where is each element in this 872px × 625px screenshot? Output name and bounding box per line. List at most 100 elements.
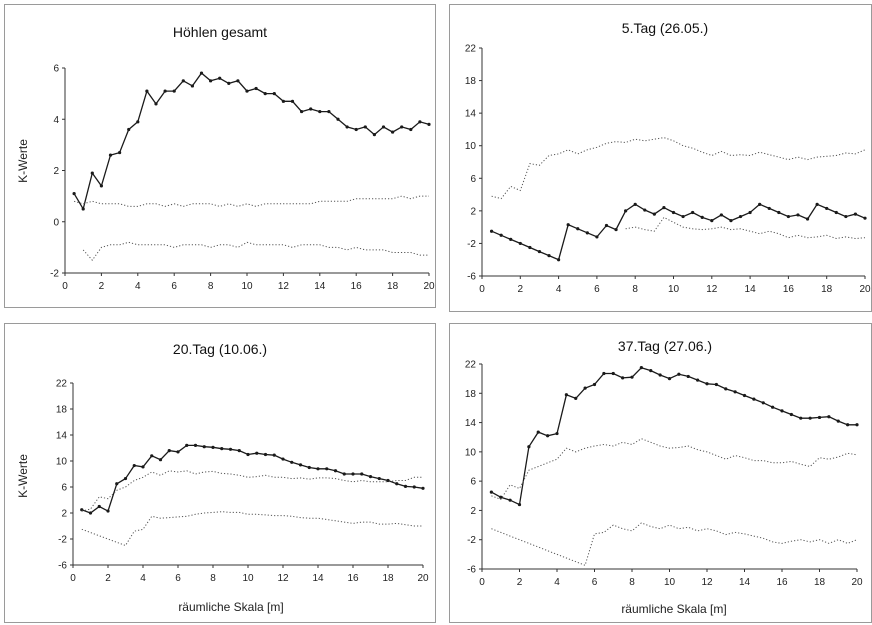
data-point — [836, 419, 840, 423]
chart-panel-tag-20: 20.Tag (10.06.) K-Werte räumliche Skala … — [4, 323, 436, 623]
x-tick-label: 18 — [387, 281, 399, 292]
data-point — [604, 223, 609, 228]
y-tick-label: 14 — [465, 109, 477, 120]
data-point — [564, 393, 568, 397]
data-point — [290, 99, 295, 103]
data-point — [409, 127, 413, 132]
data-point — [290, 460, 294, 464]
y-tick-label: 18 — [465, 76, 477, 87]
data-point — [714, 382, 718, 387]
x-tick-label: 10 — [241, 281, 253, 292]
data-point — [360, 472, 364, 476]
data-point — [88, 511, 93, 515]
data-point — [630, 375, 634, 379]
x-tick-label: 0 — [62, 281, 68, 292]
y-tick-label: -6 — [467, 565, 476, 576]
data-point — [767, 206, 771, 211]
data-point — [681, 214, 685, 219]
x-tick-label: 14 — [739, 577, 751, 588]
x-tick-label: 2 — [518, 284, 524, 295]
data-point — [742, 393, 747, 398]
data-point — [318, 109, 322, 114]
y-tick-label: 14 — [56, 431, 68, 442]
data-point — [123, 476, 128, 481]
data-point — [400, 125, 404, 129]
x-tick-label: 2 — [105, 573, 111, 584]
data-point — [853, 212, 858, 216]
chart-title: 37.Tag (27.06.) — [618, 338, 712, 354]
data-point — [752, 397, 756, 401]
data-point — [145, 89, 149, 93]
data-point — [209, 79, 213, 83]
data-point — [150, 454, 154, 458]
data-point — [99, 184, 103, 188]
data-point — [351, 472, 355, 476]
data-point — [263, 452, 268, 457]
data-point — [327, 109, 331, 114]
data-point — [372, 133, 376, 137]
y-tick-label: -6 — [467, 272, 476, 283]
y-tick-label: 6 — [53, 64, 59, 75]
data-point — [118, 150, 122, 155]
data-point — [671, 210, 676, 215]
chart-panel-hoehlen-gesamt: Höhlen gesamt K-Werte -2 0 2 4 6 0 2 4 6 8 10 12 14 1… — [4, 4, 436, 308]
data-point — [536, 430, 540, 434]
series-line-main — [491, 203, 866, 261]
data-point — [724, 387, 728, 391]
data-point — [499, 495, 503, 499]
x-tick-label: 14 — [312, 573, 324, 584]
data-point — [643, 208, 647, 212]
data-point — [255, 451, 259, 455]
data-point — [106, 509, 110, 513]
data-point — [427, 122, 431, 126]
data-point — [395, 482, 399, 486]
data-point — [336, 117, 340, 121]
data-point — [154, 102, 158, 106]
data-point — [758, 202, 762, 206]
y-tick-label: 2 — [470, 206, 476, 217]
data-point — [771, 405, 775, 409]
y-tick-label: 18 — [465, 389, 477, 400]
data-point — [738, 214, 743, 219]
data-point — [412, 485, 416, 489]
x-tick-label: 2 — [99, 281, 105, 292]
data-point — [499, 233, 503, 237]
data-point — [377, 476, 381, 481]
x-tick-label: 12 — [278, 281, 290, 292]
data-point — [639, 366, 643, 370]
data-point — [272, 92, 276, 96]
series-line-dotted-1 — [491, 438, 858, 501]
data-point — [509, 237, 513, 241]
data-point — [777, 210, 781, 215]
y-tick-label: 2 — [53, 166, 59, 177]
data-point — [228, 447, 233, 451]
data-point — [780, 409, 784, 413]
data-point — [391, 130, 395, 134]
chart-title: 20.Tag (10.06.) — [173, 341, 267, 357]
data-point — [595, 235, 599, 239]
data-point — [236, 79, 240, 83]
data-point — [202, 445, 206, 449]
data-point — [245, 89, 249, 93]
plot-area: -6 -2 2 6 10 14 18 22 0 2 4 6 8 10 12 14 16 18 20 — [465, 360, 863, 589]
data-point — [246, 452, 250, 457]
y-tick-label: -6 — [58, 561, 67, 572]
x-tick-label: 0 — [479, 577, 485, 588]
x-tick-label: 20 — [859, 284, 871, 295]
x-tick-label: 6 — [594, 284, 600, 295]
y-tick-label: 6 — [61, 483, 67, 494]
x-tick-label: 0 — [70, 573, 76, 584]
data-point — [733, 390, 737, 394]
x-tick-label: 8 — [210, 573, 216, 584]
series-line-main — [81, 444, 424, 514]
y-axis-label: K-Werte — [16, 454, 30, 498]
chart-title: 5.Tag (26.05.) — [622, 20, 708, 36]
data-point — [211, 445, 215, 449]
data-point — [190, 84, 194, 88]
data-point — [263, 92, 267, 96]
data-point — [863, 216, 867, 220]
data-point — [576, 227, 580, 231]
x-tick-label: 14 — [745, 284, 757, 295]
x-tick-label: 6 — [175, 573, 181, 584]
